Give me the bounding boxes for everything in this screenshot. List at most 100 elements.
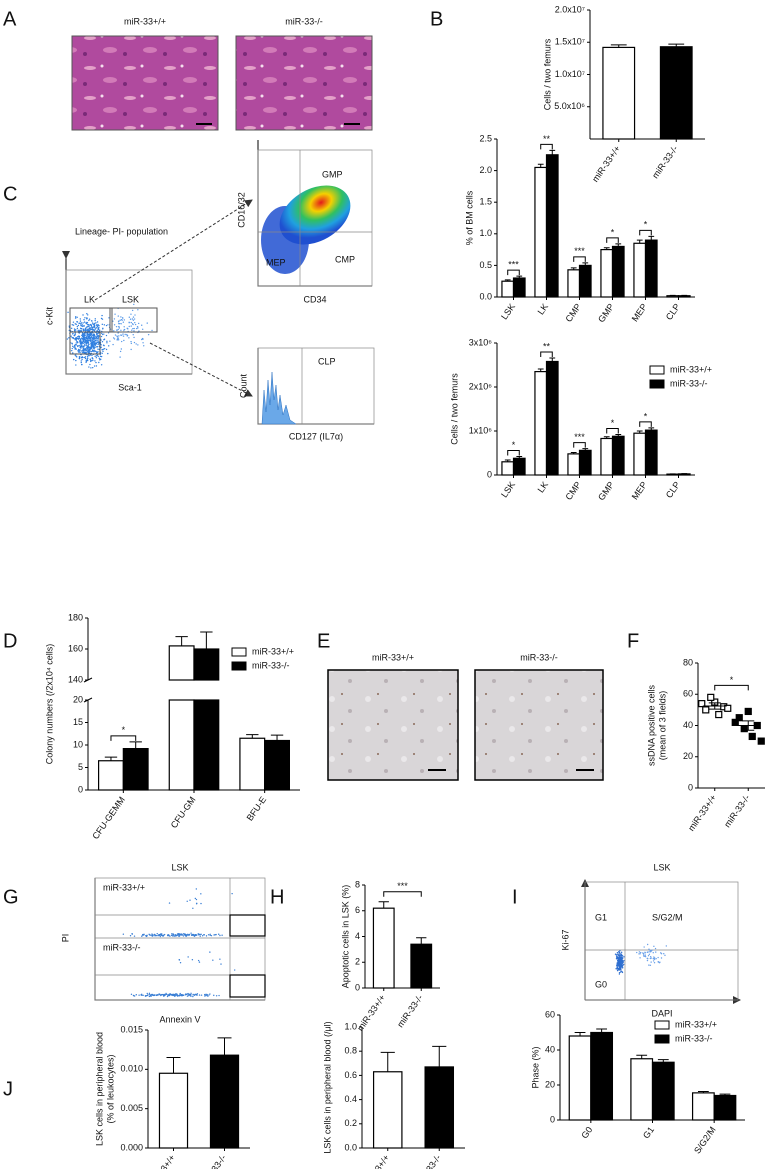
axis-label: Ki-67: [560, 929, 570, 950]
legend-label: miR-33-/-: [675, 1033, 713, 1043]
event-dot: [212, 959, 214, 961]
event-dot: [91, 337, 94, 340]
event-dot: [194, 897, 197, 900]
event-dot: [130, 342, 133, 345]
event-dot: [617, 959, 619, 962]
y-tick-label: 1.0x10⁷: [555, 69, 585, 79]
event-dot: [131, 318, 134, 320]
bar: [410, 943, 433, 989]
event-dot: [207, 934, 210, 936]
image-label: miR-33+/+: [124, 16, 166, 26]
event-dot: [128, 321, 130, 324]
event-dot: [646, 943, 649, 946]
event-dot: [119, 356, 121, 358]
legend-swatch: [649, 379, 665, 389]
event-dot: [83, 332, 85, 335]
event-dot: [77, 329, 79, 332]
event-dot: [92, 347, 94, 349]
event-dot: [76, 325, 79, 328]
bar: [633, 242, 647, 298]
event-dot: [121, 319, 123, 321]
image-label: miR-33-/-: [520, 652, 558, 662]
event-dot: [221, 934, 223, 936]
event-dot: [71, 336, 73, 339]
event-dot: [96, 321, 99, 323]
event-dot: [639, 951, 642, 954]
event-dot: [81, 327, 83, 330]
bar: [501, 280, 515, 298]
event-dot: [75, 359, 77, 362]
event-dot: [621, 965, 623, 968]
event-dot: [619, 964, 622, 966]
event-dot: [174, 993, 177, 995]
event-dot: [107, 332, 110, 334]
event-dot: [99, 355, 102, 358]
event-dot: [102, 327, 104, 329]
event-dot: [99, 359, 101, 361]
event-dot: [75, 337, 77, 340]
event-dot: [209, 951, 211, 953]
panel-label: H: [270, 886, 284, 908]
event-dot: [91, 344, 94, 346]
event-dot: [88, 352, 90, 354]
event-dot: [72, 352, 74, 354]
event-dot: [94, 343, 97, 346]
event-dot: [95, 327, 97, 329]
legend-label: miR-33-/-: [252, 660, 290, 670]
event-dot: [623, 959, 625, 962]
event-dot: [208, 994, 210, 996]
event-dot: [184, 933, 187, 936]
event-dot: [615, 968, 617, 970]
event-dot: [97, 335, 100, 337]
data-point: [707, 693, 715, 701]
event-dot: [134, 321, 136, 324]
event-dot: [206, 993, 208, 996]
y-tick-label: 0.0: [344, 1142, 357, 1152]
bar: [193, 648, 220, 681]
event-dot: [88, 366, 90, 368]
bar: [651, 1061, 675, 1121]
error-bar: [380, 1051, 395, 1072]
event-dot: [173, 935, 175, 937]
event-dot: [619, 959, 621, 962]
event-dot: [137, 327, 139, 329]
event-dot: [93, 326, 95, 329]
event-dot: [78, 345, 80, 347]
event-dot: [156, 994, 159, 996]
event-dot: [85, 349, 87, 352]
event-dot: [94, 350, 96, 352]
event-dot: [642, 954, 645, 956]
arrow: [94, 199, 253, 301]
event-dot: [622, 967, 624, 969]
y-axis-label: Cells / two femurs: [542, 38, 552, 110]
event-dot: [81, 337, 84, 340]
event-dot: [192, 995, 194, 998]
event-dot: [648, 964, 650, 966]
bar: [567, 453, 581, 476]
event-dot: [209, 933, 211, 935]
event-dot: [94, 334, 96, 337]
event-dot: [87, 357, 89, 359]
event-dot: [120, 348, 123, 350]
event-dot: [619, 966, 622, 968]
event-dot: [73, 329, 76, 332]
event-dot: [73, 344, 76, 347]
event-dot: [141, 935, 143, 937]
event-dot: [619, 950, 621, 952]
y-tick-label: 20: [683, 751, 693, 761]
bar: [168, 699, 195, 791]
event-dot: [186, 900, 188, 902]
x-tick-label: CLP: [664, 480, 682, 500]
error-bar: [217, 1037, 232, 1056]
panel-label: A: [3, 8, 17, 30]
y-tick-label: 140: [68, 674, 83, 684]
event-dot: [83, 342, 85, 344]
event-dot: [100, 355, 103, 358]
event-dot: [97, 348, 99, 350]
event-dot: [96, 341, 99, 344]
event-dot: [616, 969, 619, 972]
image-label: miR-33+/+: [372, 652, 414, 662]
event-dot: [648, 948, 650, 950]
x-tick-label: LK: [536, 302, 551, 317]
